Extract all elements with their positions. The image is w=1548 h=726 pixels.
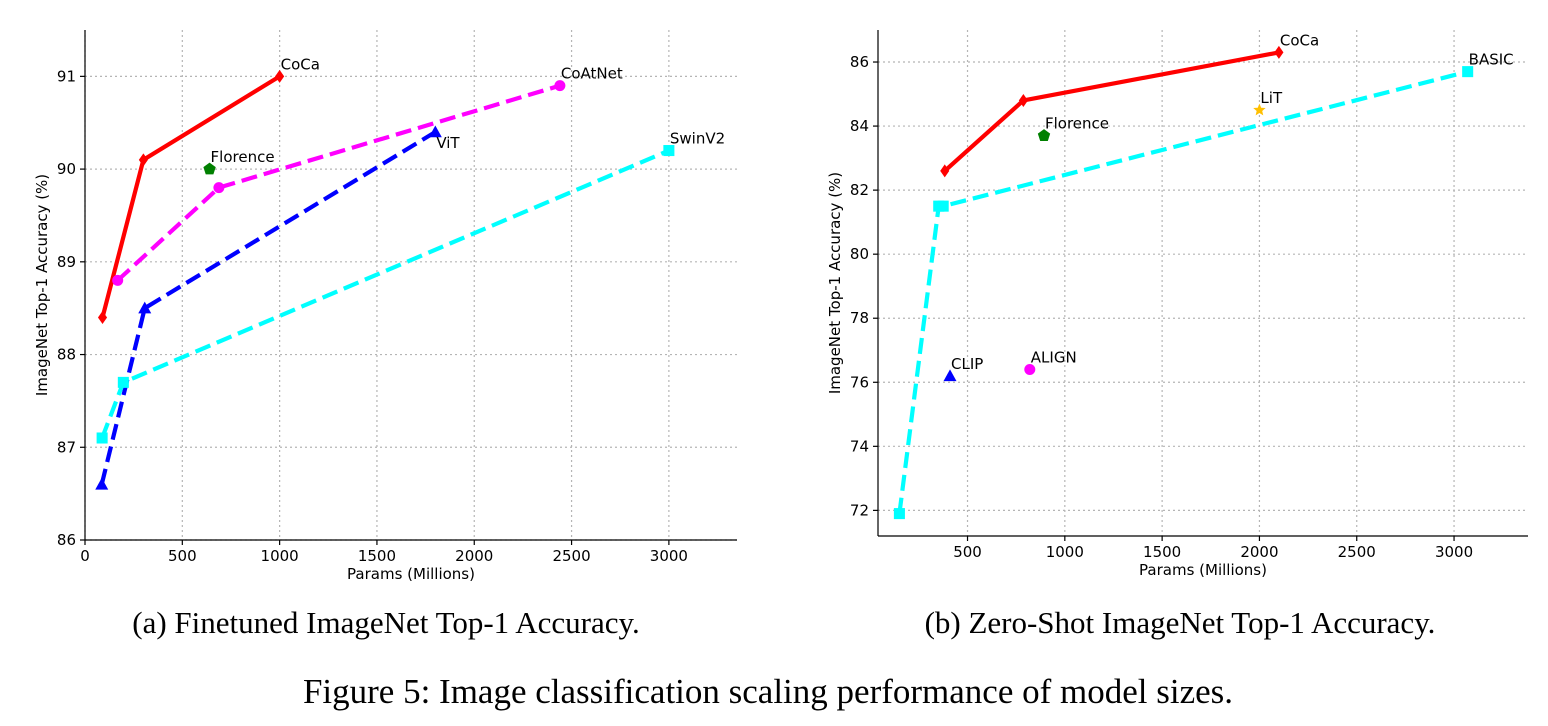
y-axis-label: ImageNet Top-1 Accuracy (%) — [826, 172, 844, 394]
point-label-coatnet: CoAtNet — [561, 65, 623, 83]
point-label-clip: CLIP — [951, 355, 983, 373]
series-basic-point — [893, 508, 905, 520]
series-vit-point — [138, 301, 152, 314]
y-tick-label: 74 — [850, 437, 869, 455]
x-tick-label: 0 — [80, 547, 90, 565]
series-coca-point — [940, 164, 950, 178]
series-swinv2-point — [96, 432, 108, 444]
series-coca-point — [97, 310, 108, 324]
y-tick-label: 84 — [850, 117, 869, 135]
x-axis-label: Params (Millions) — [347, 565, 475, 583]
y-tick-label: 88 — [57, 346, 76, 364]
x-tick-label: 1000 — [261, 547, 299, 565]
y-tick-label: 87 — [57, 438, 76, 456]
point-label-vit: ViT — [436, 134, 460, 152]
point-label-lit: LiT — [1260, 89, 1283, 107]
x-tick-label: 2500 — [1338, 543, 1376, 561]
series-swinv2-point — [117, 376, 129, 388]
series-vit-line — [99, 130, 437, 485]
x-tick-label: 2000 — [455, 547, 493, 565]
y-tick-label: 91 — [57, 67, 76, 85]
point-label-basic: BASIC — [1469, 51, 1514, 69]
y-tick-label: 80 — [850, 245, 869, 263]
x-tick-label: 1500 — [1143, 543, 1181, 561]
series-coca-point — [138, 153, 148, 167]
series-coatnet-line — [116, 83, 561, 282]
y-tick-label: 72 — [850, 501, 869, 519]
x-tick-label: 2000 — [1240, 543, 1278, 561]
figure-caption: Figure 5: Image classification scaling p… — [303, 672, 1233, 711]
point-label-florence: Florence — [1045, 115, 1109, 133]
point-label-coca: CoCa — [281, 55, 320, 73]
x-axis-label: Params (Millions) — [1139, 561, 1267, 579]
y-tick-label: 89 — [57, 253, 76, 271]
series-coca-point — [275, 69, 285, 83]
y-tick-label: 76 — [850, 373, 869, 391]
panel-b-zero-shot-chart: 500 1000 1500 2000 2500 3000 72 74 76 78 80 82 84 86 P… — [826, 30, 1528, 579]
series-align-point — [1024, 363, 1036, 375]
x-tick-label: 3000 — [650, 547, 688, 565]
series-vit-point — [428, 125, 442, 138]
x-tick-label: 1500 — [358, 547, 396, 565]
series-florence-point — [1037, 129, 1051, 141]
series-lit-point — [1253, 103, 1266, 116]
series-vit-point — [95, 477, 109, 490]
y-tick-label: 86 — [850, 53, 869, 71]
panel-b-caption: (b) Zero-Shot ImageNet Top-1 Accuracy. — [925, 605, 1436, 640]
series-swinv2-point — [663, 145, 675, 157]
y-tick-label: 78 — [850, 309, 869, 327]
x-tick-label: 1000 — [1046, 543, 1084, 561]
series-coca-point — [1018, 93, 1028, 107]
x-tick-label: 500 — [168, 547, 197, 565]
point-label-align: ALIGN — [1031, 348, 1077, 366]
point-label-swinv2: SwinV2 — [670, 130, 725, 148]
series-coatnet-point — [213, 182, 225, 194]
y-tick-label: 82 — [850, 181, 869, 199]
panel-a-caption: (a) Finetuned ImageNet Top-1 Accuracy. — [132, 605, 639, 640]
series-coca-line — [943, 50, 1280, 173]
y-tick-label: 90 — [57, 160, 76, 178]
series-clip-point — [943, 369, 957, 382]
y-axis-label: ImageNet Top-1 Accuracy (%) — [33, 174, 51, 396]
series-basic-point — [937, 200, 949, 212]
series-basic-point — [1462, 66, 1474, 78]
series-florence-point — [203, 162, 216, 175]
series-coatnet-point — [554, 80, 566, 92]
point-label-coca: CoCa — [1280, 31, 1319, 49]
y-tick-label: 86 — [57, 531, 76, 549]
series-coca-point — [1274, 45, 1284, 59]
panel-a-finetuned-chart: 0 500 1000 1500 2000 2500 3000 86 87 88 89 90 91 Para… — [33, 30, 737, 583]
x-tick-label: 500 — [953, 543, 982, 561]
point-label-florence: Florence — [211, 148, 275, 166]
x-tick-label: 2500 — [552, 547, 590, 565]
series-swinv2-line — [100, 148, 670, 439]
x-tick-label: 3000 — [1435, 543, 1473, 561]
series-coatnet-point — [112, 274, 124, 286]
